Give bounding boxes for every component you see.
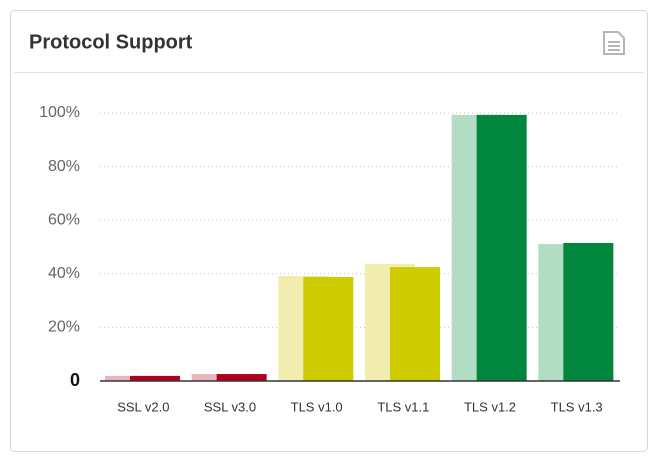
chart-title: Protocol Support: [29, 31, 193, 53]
x-tick-label: SSL v3.0: [204, 399, 256, 414]
bar: [563, 242, 614, 381]
x-tick-label: TLS v1.2: [464, 399, 516, 414]
y-tick-label: 80%: [48, 158, 80, 175]
x-tick-label: TLS v1.0: [291, 399, 343, 414]
bar: [216, 374, 267, 381]
y-tick-label: 20%: [48, 319, 80, 336]
x-tick-label: SSL v2.0: [117, 399, 169, 414]
bar: [390, 267, 440, 381]
x-tick-label: TLS v1.3: [551, 399, 603, 414]
bar: [303, 277, 354, 381]
bar: [130, 375, 180, 381]
y-tick-label: 100%: [39, 104, 80, 121]
export-icon[interactable]: [603, 31, 625, 55]
y-tick-label: 60%: [48, 211, 80, 228]
x-tick-label: TLS v1.1: [377, 399, 429, 414]
y-tick-label: 40%: [48, 265, 80, 282]
card: [10, 10, 648, 452]
bar: [476, 114, 527, 381]
y-tick-label: 0: [70, 370, 80, 390]
